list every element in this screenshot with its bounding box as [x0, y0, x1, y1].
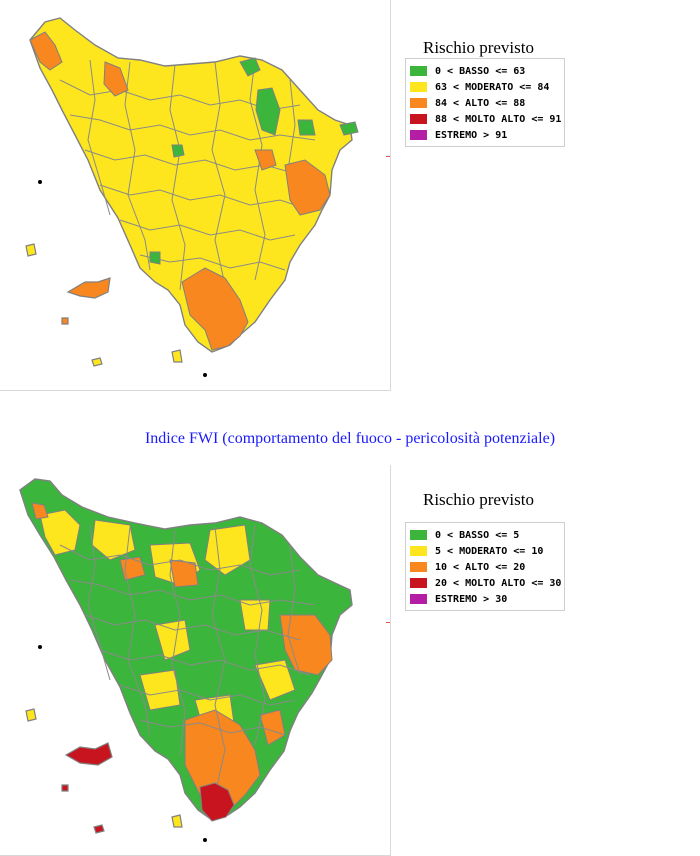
swatch-estremo [410, 130, 427, 140]
legend-row-estremo: ESTREMO > 30 [410, 591, 564, 607]
edge-tick [386, 156, 390, 157]
island-capraia [25, 243, 37, 257]
legend-label-alto: 10 < ALTO <= 20 [435, 561, 526, 573]
legend-2: 0 < BASSO <= 5 5 < MODERATO <= 10 10 < A… [405, 522, 565, 611]
legend-row-alto: 10 < ALTO <= 20 [410, 559, 564, 575]
legend-label-basso: 0 < BASSO <= 5 [435, 529, 520, 541]
islet [38, 645, 42, 649]
swatch-molto-alto [410, 114, 427, 124]
region-basso-c [171, 144, 185, 158]
island-capraia [25, 708, 37, 722]
legend-row-moderato: 63 < MODERATO <= 84 [410, 79, 564, 95]
region-alto-east [284, 159, 331, 216]
legend-row-molto-alto: 88 < MOLTO ALTO <= 91 [410, 111, 564, 127]
swatch-moderato [410, 82, 427, 92]
island-elba [66, 277, 111, 299]
swatch-alto [410, 562, 427, 572]
island-pianosa [91, 357, 103, 367]
island-giglio [171, 349, 183, 363]
islet [203, 838, 207, 842]
map-caption: Indice FWI (comportamento del fuoco - pe… [144, 430, 556, 447]
legend-label-molto-alto: 88 < MOLTO ALTO <= 91 [435, 113, 562, 125]
swatch-estremo [410, 594, 427, 604]
legend-label-estremo: ESTREMO > 91 [435, 129, 508, 141]
island-giglio [171, 814, 183, 828]
legend-label-moderato: 63 < MODERATO <= 84 [435, 81, 550, 93]
legend-1: 0 < BASSO <= 63 63 < MODERATO <= 84 84 <… [405, 58, 565, 147]
legend-row-estremo: ESTREMO > 91 [410, 127, 564, 143]
islet [203, 373, 207, 377]
municipality-borders [59, 59, 316, 331]
region-basso-east [255, 87, 281, 136]
legend-title-2: Rischio previsto [423, 490, 534, 509]
edge-tick [386, 622, 390, 623]
island-small [61, 784, 69, 792]
region-alto-south [181, 267, 249, 351]
tuscany-map-2 [19, 478, 353, 842]
legend-title-1: Rischio previsto [423, 38, 534, 57]
island-elba [64, 742, 113, 766]
risk-map-1 [0, 0, 391, 391]
legend-row-basso: 0 < BASSO <= 63 [410, 63, 564, 79]
legend-label-molto-alto: 20 < MOLTO ALTO <= 30 [435, 577, 562, 589]
region-alto-east2 [254, 149, 277, 171]
islet [38, 180, 42, 184]
swatch-molto-alto [410, 578, 427, 588]
region-basso-w [149, 251, 161, 265]
region-basso-e2 [297, 119, 316, 136]
region-basso-e3 [339, 121, 359, 136]
swatch-alto [410, 98, 427, 108]
swatch-basso [410, 66, 427, 76]
legend-label-estremo: ESTREMO > 30 [435, 593, 508, 605]
tuscany-map-1 [25, 17, 359, 377]
legend-row-alto: 84 < ALTO <= 88 [410, 95, 564, 111]
legend-row-molto-alto: 20 < MOLTO ALTO <= 30 [410, 575, 564, 591]
swatch-basso [410, 530, 427, 540]
region-alto-nw [29, 31, 63, 71]
risk-map-2 [0, 465, 391, 856]
legend-label-alto: 84 < ALTO <= 88 [435, 97, 526, 109]
region-basso-ne [239, 57, 261, 77]
legend-row-basso: 0 < BASSO <= 5 [410, 527, 564, 543]
island-small [61, 317, 69, 325]
swatch-moderato [410, 546, 427, 556]
municipality-borders [59, 524, 316, 796]
region-molto-alto-south [199, 782, 235, 822]
legend-label-basso: 0 < BASSO <= 63 [435, 65, 526, 77]
region-alto-north [103, 61, 129, 97]
legend-row-moderato: 5 < MODERATO <= 10 [410, 543, 564, 559]
island-pianosa [93, 824, 105, 834]
legend-label-moderato: 5 < MODERATO <= 10 [435, 545, 544, 557]
